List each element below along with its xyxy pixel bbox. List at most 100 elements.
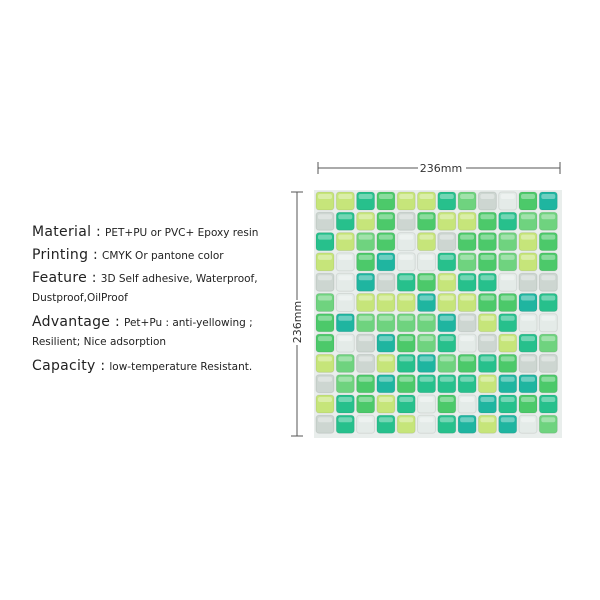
tile bbox=[396, 211, 416, 231]
tile bbox=[417, 394, 436, 414]
tile-shine bbox=[521, 275, 535, 281]
tile bbox=[396, 394, 416, 414]
tile-shine bbox=[480, 194, 495, 199]
tile bbox=[518, 293, 538, 312]
tile bbox=[396, 333, 416, 353]
tile bbox=[538, 313, 558, 333]
tile-shine bbox=[358, 194, 373, 199]
tile bbox=[335, 252, 355, 272]
tile bbox=[376, 333, 396, 353]
tile-shine bbox=[521, 376, 535, 382]
tile bbox=[396, 191, 416, 211]
tile-shine bbox=[541, 336, 556, 342]
tile bbox=[518, 272, 538, 292]
tile-shine bbox=[480, 336, 495, 342]
tile bbox=[538, 333, 558, 353]
tile bbox=[518, 394, 538, 414]
tile-shine bbox=[460, 356, 475, 362]
tile bbox=[376, 293, 396, 312]
tile bbox=[457, 313, 477, 333]
spec-row: Capacity : low-temperature Resistant. bbox=[32, 355, 252, 374]
tile-shine bbox=[541, 315, 556, 321]
tile-shine bbox=[521, 254, 535, 260]
spec-row: Printing : CMYK Or pantone color bbox=[32, 244, 224, 263]
tile bbox=[498, 293, 518, 312]
tile-shine bbox=[419, 336, 434, 342]
tile bbox=[335, 414, 355, 434]
tile bbox=[335, 293, 355, 312]
tile-shine bbox=[500, 275, 515, 281]
tile bbox=[437, 414, 457, 434]
tile bbox=[356, 414, 376, 434]
tile-shine bbox=[460, 254, 475, 260]
tile-shine bbox=[500, 336, 515, 342]
tile bbox=[376, 374, 396, 394]
tile bbox=[335, 353, 355, 373]
tile bbox=[498, 252, 518, 272]
tile-shine bbox=[480, 376, 495, 382]
tile bbox=[498, 272, 518, 292]
tile-shine bbox=[439, 315, 454, 321]
tile-shine bbox=[358, 295, 373, 301]
tile bbox=[477, 252, 497, 272]
tile bbox=[457, 353, 477, 373]
spec-value: Pet+Pu : anti-yellowing ; bbox=[124, 317, 253, 329]
tile bbox=[315, 232, 335, 252]
tile bbox=[315, 414, 335, 434]
tile bbox=[437, 394, 457, 414]
tile-shine bbox=[399, 397, 414, 402]
tile bbox=[498, 191, 518, 211]
tile bbox=[457, 272, 477, 292]
tile bbox=[376, 353, 396, 373]
tile bbox=[477, 394, 497, 414]
tile bbox=[518, 374, 538, 394]
tile-shine bbox=[500, 356, 515, 362]
tile bbox=[457, 293, 477, 312]
spec-value: CMYK Or pantone color bbox=[102, 250, 224, 262]
tile bbox=[477, 333, 497, 353]
tile-shine bbox=[460, 336, 475, 342]
tile-shine bbox=[460, 275, 475, 281]
tile-shine bbox=[521, 397, 535, 402]
tile-shine bbox=[358, 275, 373, 281]
tile bbox=[498, 232, 518, 252]
tile-shine bbox=[378, 376, 393, 382]
tile-shine bbox=[439, 275, 454, 281]
tile bbox=[437, 374, 457, 394]
tile bbox=[315, 191, 335, 211]
tile-shine bbox=[318, 275, 332, 281]
tile bbox=[538, 353, 558, 373]
tile-shine bbox=[338, 315, 353, 321]
tile bbox=[477, 191, 497, 211]
tile bbox=[315, 293, 335, 312]
tile-shine bbox=[419, 315, 434, 321]
spec-value: low-temperature Resistant. bbox=[109, 361, 253, 373]
tile-shine bbox=[318, 254, 332, 260]
tile-shine bbox=[480, 295, 495, 301]
tile-shine bbox=[439, 376, 454, 382]
tile-shine bbox=[399, 214, 414, 220]
tile bbox=[477, 293, 497, 312]
height-label: 236mm bbox=[291, 301, 304, 343]
tile-shine bbox=[541, 275, 556, 281]
tile-shine bbox=[318, 194, 332, 199]
tile-shine bbox=[460, 194, 475, 199]
tile bbox=[396, 232, 416, 252]
tile bbox=[417, 313, 436, 333]
spec-continuation: Dustproof,OilProof bbox=[32, 292, 128, 304]
tile bbox=[417, 211, 436, 231]
tile bbox=[457, 232, 477, 252]
tile-shine bbox=[439, 336, 454, 342]
spec-label: Printing : bbox=[32, 247, 99, 263]
tile bbox=[498, 394, 518, 414]
tile bbox=[457, 211, 477, 231]
tile-shine bbox=[338, 295, 353, 301]
tile bbox=[538, 211, 558, 231]
tile-shine bbox=[318, 376, 332, 382]
tile-shine bbox=[500, 214, 515, 220]
tile-shine bbox=[419, 214, 434, 220]
tile bbox=[437, 272, 457, 292]
tile bbox=[356, 191, 376, 211]
tile-shine bbox=[460, 214, 475, 220]
